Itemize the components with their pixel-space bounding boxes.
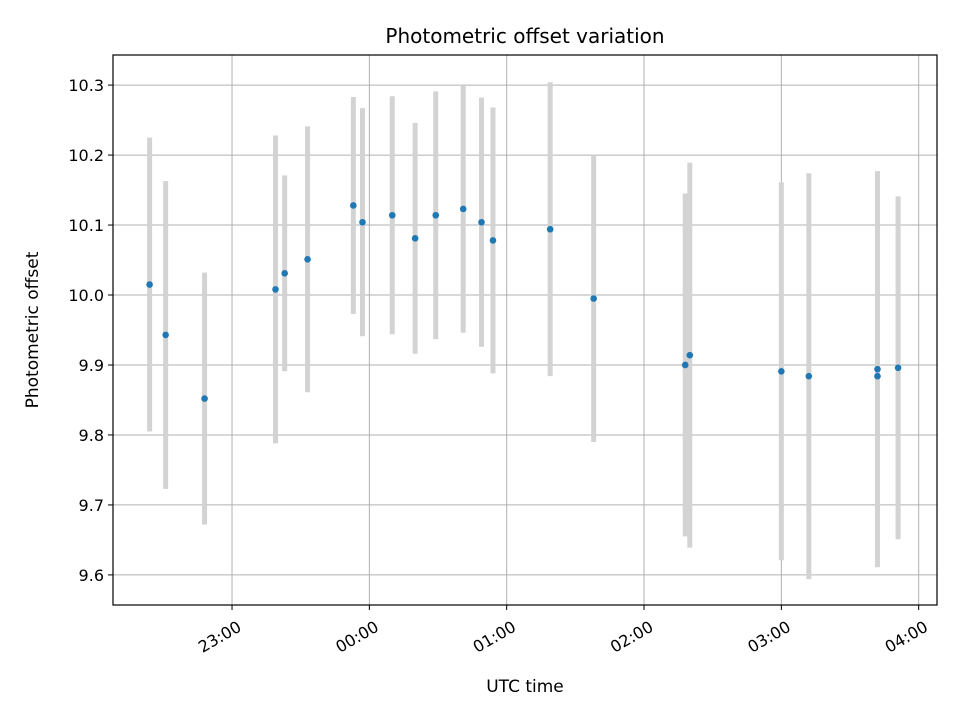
data-point bbox=[459, 205, 467, 213]
data-point bbox=[432, 211, 440, 219]
data-point bbox=[411, 235, 419, 242]
data-point bbox=[359, 218, 366, 226]
y-tick-label: 10.2 bbox=[68, 146, 104, 165]
data-point bbox=[146, 281, 153, 288]
x-tick-label: 04:00 bbox=[882, 617, 931, 657]
x-tick-label: 00:00 bbox=[332, 617, 381, 657]
chart-title: Photometric offset variation bbox=[385, 24, 664, 48]
x-tick-label: 02:00 bbox=[607, 617, 656, 657]
x-tick-label: 23:00 bbox=[195, 617, 244, 657]
data-point bbox=[681, 361, 689, 369]
y-tick-label: 9.6 bbox=[79, 566, 104, 585]
data-point bbox=[281, 270, 288, 277]
y-tick-label: 9.8 bbox=[79, 426, 104, 445]
data-point bbox=[478, 218, 485, 226]
data-point bbox=[894, 364, 902, 372]
y-tick-label: 10.3 bbox=[68, 76, 104, 95]
y-tick-label: 9.7 bbox=[79, 496, 104, 515]
data-point bbox=[272, 286, 279, 293]
data-point bbox=[590, 295, 597, 302]
x-tick-label: 01:00 bbox=[470, 617, 519, 657]
data-point bbox=[489, 237, 497, 244]
y-tick-label: 9.9 bbox=[79, 356, 104, 375]
x-axis-label: UTC time bbox=[486, 677, 564, 697]
data-point bbox=[805, 372, 813, 380]
data-point bbox=[350, 202, 357, 209]
x-tick-label: 03:00 bbox=[744, 617, 793, 657]
grid bbox=[113, 55, 937, 605]
data-point bbox=[778, 367, 785, 375]
data-point bbox=[201, 395, 208, 402]
data-point bbox=[686, 351, 694, 359]
data-points bbox=[146, 202, 902, 402]
y-tick-label: 10.0 bbox=[68, 286, 104, 305]
data-point bbox=[874, 365, 881, 373]
plot-frame bbox=[112, 54, 938, 606]
data-point bbox=[546, 225, 554, 233]
y-axis-ticks: 9.6 9.7 9.8 9.9 10.0 10.1 10.2 10.3 bbox=[68, 76, 113, 585]
y-axis-label: Photometric offset bbox=[23, 251, 43, 408]
data-point bbox=[874, 372, 881, 380]
y-tick-label: 10.1 bbox=[68, 216, 104, 235]
data-point bbox=[162, 331, 169, 339]
data-point bbox=[304, 256, 311, 263]
x-axis-ticks: 23:00 00:00 01:00 02:00 03:00 04:00 bbox=[195, 605, 931, 657]
data-point bbox=[388, 211, 396, 219]
